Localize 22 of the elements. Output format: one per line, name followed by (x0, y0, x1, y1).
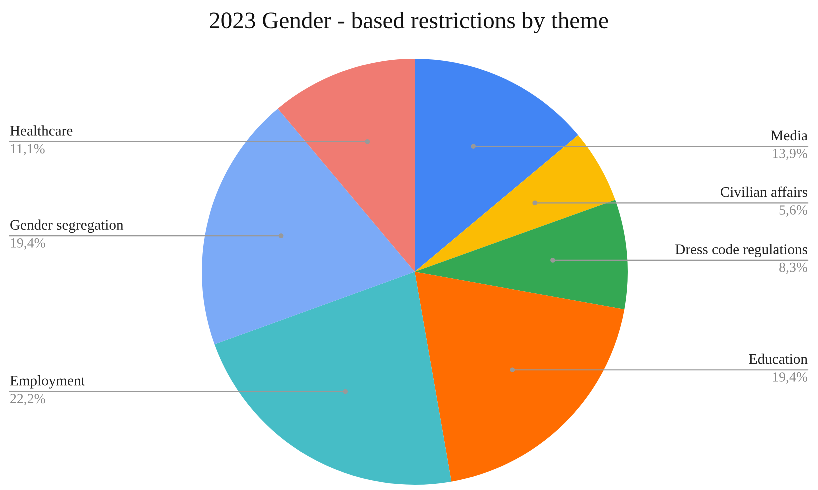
pie-slice (202, 108, 415, 345)
slice-label: Healthcare (10, 126, 73, 136)
slice-label: Gender segregation (10, 220, 124, 234)
slice-label: Dress code regulations (676, 244, 808, 258)
data-label: 5,6% (780, 206, 808, 217)
pie-slice (415, 59, 578, 272)
slice-label: Employment (10, 376, 86, 389)
data-label: 11,1% (11, 144, 45, 156)
pie-slice (278, 59, 415, 272)
pie-slice (415, 135, 616, 272)
slice-label: Civilian affairs (720, 186, 808, 198)
pie-slice (415, 200, 628, 310)
chart-title: 2023 Gender - based restrictions by theme (210, 12, 608, 34)
slice-label: Media (771, 130, 808, 141)
data-label: 19,4% (11, 238, 46, 250)
pie-slice (214, 272, 452, 485)
data-label: 13,9% (773, 148, 808, 160)
pie-slice (415, 272, 625, 482)
data-label: 8,3% (780, 262, 808, 274)
data-label: 19,4% (773, 372, 808, 384)
slice-label: Education (749, 354, 808, 364)
data-label: 22,2% (10, 394, 46, 406)
